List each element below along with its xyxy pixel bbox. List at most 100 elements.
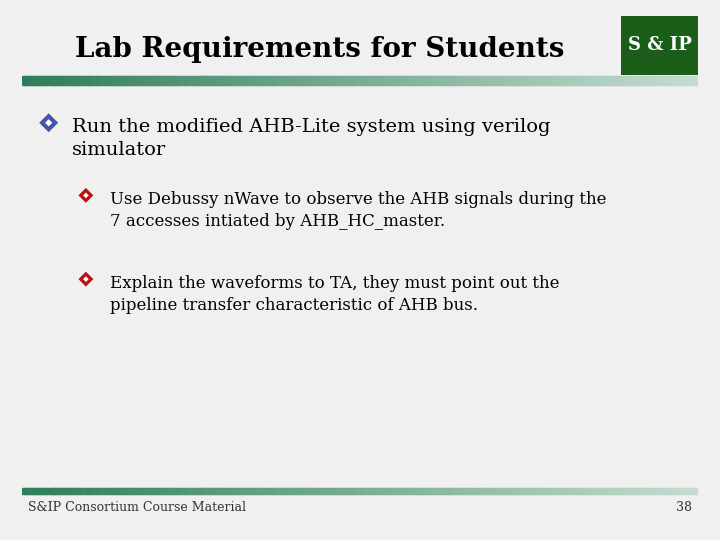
Bar bbox=[430, 488, 433, 494]
Bar bbox=[394, 76, 397, 85]
Bar bbox=[299, 76, 302, 85]
Bar bbox=[624, 488, 627, 494]
Bar bbox=[222, 488, 225, 494]
Bar bbox=[647, 488, 649, 494]
Bar bbox=[633, 488, 636, 494]
Bar bbox=[567, 76, 570, 85]
Bar bbox=[53, 488, 56, 494]
Bar bbox=[450, 488, 453, 494]
Bar bbox=[107, 76, 110, 85]
Bar bbox=[541, 488, 544, 494]
Bar bbox=[403, 488, 406, 494]
Bar bbox=[649, 76, 652, 85]
Bar bbox=[268, 76, 271, 85]
Bar bbox=[597, 488, 600, 494]
Bar bbox=[452, 76, 456, 85]
Bar bbox=[249, 488, 253, 494]
Bar bbox=[405, 488, 408, 494]
Bar bbox=[380, 76, 383, 85]
Bar bbox=[509, 76, 512, 85]
Polygon shape bbox=[39, 113, 58, 132]
Bar bbox=[366, 488, 369, 494]
Bar bbox=[387, 76, 390, 85]
Bar bbox=[333, 488, 336, 494]
Bar bbox=[73, 76, 76, 85]
Bar bbox=[471, 76, 474, 85]
Bar bbox=[572, 76, 575, 85]
Bar bbox=[119, 488, 122, 494]
Bar bbox=[466, 76, 469, 85]
Bar bbox=[518, 488, 521, 494]
Bar bbox=[658, 488, 661, 494]
Bar bbox=[655, 76, 659, 85]
Bar bbox=[692, 488, 695, 494]
Bar bbox=[40, 76, 42, 85]
Bar bbox=[236, 488, 239, 494]
Bar bbox=[577, 488, 580, 494]
Bar bbox=[398, 488, 401, 494]
Bar bbox=[412, 488, 415, 494]
Bar bbox=[261, 76, 264, 85]
Bar bbox=[376, 76, 379, 85]
Bar bbox=[166, 488, 169, 494]
Bar bbox=[168, 76, 171, 85]
Text: Lab Requirements for Students: Lab Requirements for Students bbox=[75, 36, 564, 63]
Bar bbox=[294, 76, 297, 85]
Bar bbox=[340, 488, 343, 494]
Bar bbox=[565, 488, 568, 494]
Bar bbox=[374, 76, 377, 85]
Bar bbox=[495, 488, 498, 494]
Bar bbox=[220, 76, 223, 85]
Bar bbox=[125, 76, 128, 85]
Bar bbox=[683, 488, 685, 494]
Bar bbox=[69, 76, 72, 85]
Bar bbox=[143, 488, 146, 494]
Bar bbox=[322, 488, 325, 494]
Bar bbox=[73, 488, 76, 494]
Bar bbox=[457, 76, 460, 85]
Bar bbox=[218, 488, 221, 494]
Bar bbox=[428, 76, 431, 85]
Bar bbox=[583, 488, 586, 494]
Bar bbox=[117, 488, 120, 494]
Bar bbox=[545, 76, 548, 85]
Bar bbox=[342, 76, 345, 85]
Bar bbox=[112, 488, 114, 494]
Bar bbox=[306, 76, 309, 85]
Bar bbox=[132, 76, 135, 85]
Bar bbox=[617, 76, 620, 85]
Bar bbox=[372, 76, 374, 85]
Bar bbox=[256, 76, 259, 85]
Bar bbox=[197, 76, 200, 85]
Bar bbox=[200, 76, 203, 85]
Bar bbox=[28, 488, 31, 494]
Bar bbox=[330, 76, 333, 85]
Bar bbox=[520, 488, 523, 494]
Bar bbox=[471, 488, 474, 494]
Bar bbox=[414, 76, 417, 85]
Bar bbox=[585, 488, 588, 494]
Bar bbox=[491, 76, 494, 85]
Bar bbox=[621, 76, 625, 85]
Bar bbox=[292, 76, 295, 85]
Bar bbox=[220, 488, 223, 494]
Bar bbox=[552, 488, 554, 494]
Bar bbox=[570, 488, 572, 494]
Bar bbox=[603, 76, 606, 85]
Bar bbox=[344, 76, 347, 85]
Bar bbox=[150, 488, 153, 494]
Bar bbox=[114, 488, 117, 494]
Bar bbox=[83, 488, 86, 494]
Bar bbox=[236, 76, 239, 85]
Bar bbox=[44, 76, 47, 85]
Bar bbox=[590, 488, 593, 494]
Bar bbox=[400, 76, 403, 85]
Bar bbox=[394, 488, 397, 494]
Bar bbox=[621, 16, 698, 75]
Bar bbox=[421, 76, 424, 85]
Bar bbox=[145, 76, 148, 85]
Bar bbox=[518, 76, 521, 85]
Bar bbox=[105, 76, 108, 85]
Bar bbox=[459, 76, 462, 85]
Bar bbox=[599, 488, 602, 494]
